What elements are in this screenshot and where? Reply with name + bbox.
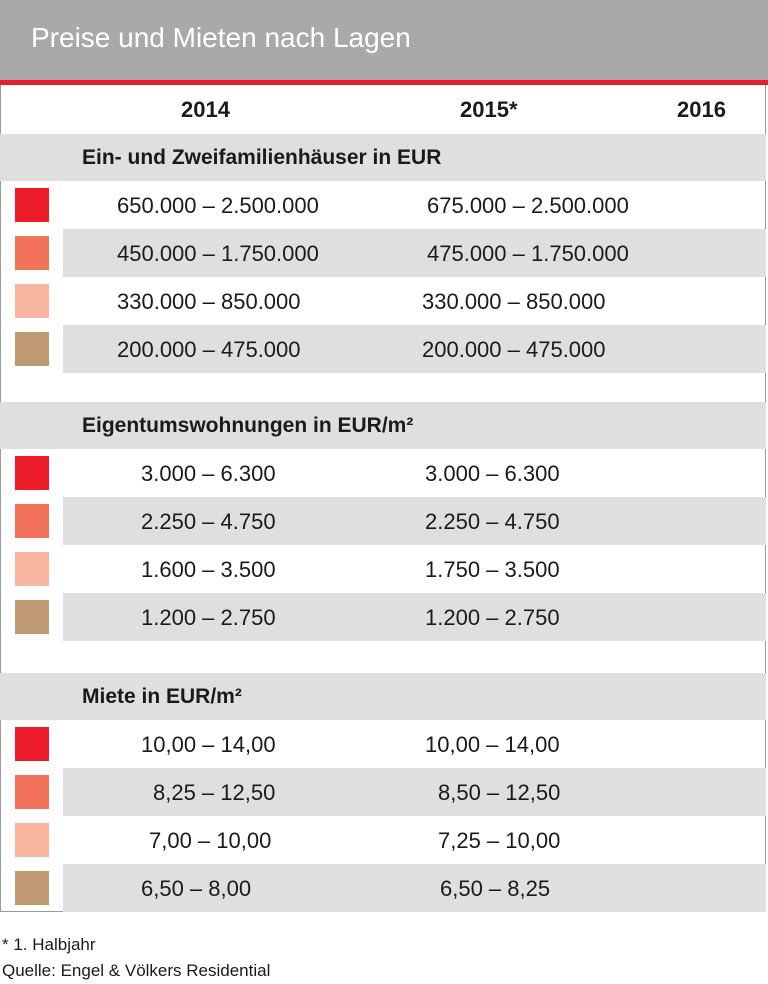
column-header-2015: 2015*	[460, 97, 518, 122]
row-band	[63, 593, 766, 641]
location-tier-swatch	[15, 871, 49, 905]
value-2014: 3.000 – 6.300	[141, 461, 276, 486]
section-header: Eigentumswohnungen in EUR/m²	[0, 402, 766, 449]
value-2014: 1.200 – 2.750	[141, 605, 276, 630]
value-2014: 7,00 – 10,00	[149, 828, 272, 853]
table-row: 450.000 – 1.750.000 475.000 – 1.750.000	[0, 229, 766, 277]
table-row: 8,25 – 12,50 8,50 – 12,50	[0, 768, 766, 816]
location-tier-swatch	[15, 284, 49, 318]
location-tier-swatch	[15, 552, 49, 586]
value-2015: 675.000 – 2.500.000	[427, 193, 629, 218]
value-2015: 200.000 – 475.000	[422, 337, 606, 362]
value-2015: 1.750 – 3.500	[425, 557, 560, 582]
table-row: 2.250 – 4.750 2.250 – 4.750	[0, 497, 766, 545]
row-band	[63, 497, 766, 545]
value-2014: 200.000 – 475.000	[117, 337, 301, 362]
location-tier-swatch	[15, 775, 49, 809]
footnote-halbjahr: * 1. Halbjahr	[2, 935, 96, 954]
table-row: 7,00 – 10,00 7,25 – 10,00	[0, 816, 766, 864]
value-2015: 2.250 – 4.750	[425, 509, 560, 534]
table-row: 330.000 – 850.000 330.000 – 850.000	[0, 277, 766, 325]
value-2014: 6,50 – 8,00	[141, 876, 252, 901]
location-tier-swatch	[15, 456, 49, 490]
value-2015: 330.000 – 850.000	[422, 289, 606, 314]
section-title: Miete in EUR/m²	[82, 685, 242, 708]
row-band	[63, 229, 766, 277]
value-2015: 7,25 – 10,00	[438, 828, 561, 853]
value-2014: 330.000 – 850.000	[117, 289, 301, 314]
page-title: Preise und Mieten nach Lagen	[31, 22, 411, 53]
row-band	[63, 864, 766, 912]
value-2014: 450.000 – 1.750.000	[117, 241, 319, 266]
value-2015: 3.000 – 6.300	[425, 461, 560, 486]
value-2014: 1.600 – 3.500	[141, 557, 276, 582]
value-2014: 8,25 – 12,50	[153, 780, 276, 805]
location-tier-swatch	[15, 504, 49, 538]
accent-divider	[0, 80, 768, 85]
section-title: Eigentumswohnungen in EUR/m²	[82, 414, 414, 437]
section-header: Miete in EUR/m²	[0, 673, 766, 720]
location-tier-swatch	[15, 332, 49, 366]
row-band	[63, 768, 766, 816]
table-row: 6,50 – 8,00 6,50 – 8,25	[0, 864, 766, 912]
table-row: 3.000 – 6.300 3.000 – 6.300	[0, 449, 766, 497]
table-row: 1.200 – 2.750 1.200 – 2.750	[0, 593, 766, 641]
location-tier-swatch	[15, 727, 49, 761]
title-bar: Preise und Mieten nach Lagen	[0, 0, 768, 80]
table-row: 10,00 – 14,00 10,00 – 14,00	[0, 720, 766, 768]
value-2014: 650.000 – 2.500.000	[117, 193, 319, 218]
source-note: Quelle: Engel & Völkers Residential	[2, 961, 271, 980]
location-tier-swatch	[15, 823, 49, 857]
column-header-2014: 2014	[181, 97, 230, 122]
section-header: Ein- und Zweifamilienhäuser in EUR	[0, 134, 766, 181]
table-row: 200.000 – 475.000 200.000 – 475.000	[0, 325, 766, 373]
value-2014: 2.250 – 4.750	[141, 509, 276, 534]
section-title: Ein- und Zweifamilienhäuser in EUR	[82, 146, 442, 169]
row-band	[63, 325, 766, 373]
location-tier-swatch	[15, 236, 49, 270]
table-row: 650.000 – 2.500.000 675.000 – 2.500.000	[0, 181, 766, 229]
value-2015: 10,00 – 14,00	[425, 732, 560, 757]
table-row: 1.600 – 3.500 1.750 – 3.500	[0, 545, 766, 593]
column-header-2016: 2016	[677, 97, 726, 122]
value-2015: 6,50 – 8,25	[440, 876, 551, 901]
value-2015: 475.000 – 1.750.000	[427, 241, 629, 266]
value-2014: 10,00 – 14,00	[141, 732, 276, 757]
location-tier-swatch	[15, 188, 49, 222]
value-2015: 1.200 – 2.750	[425, 605, 560, 630]
value-2015: 8,50 – 12,50	[438, 780, 561, 805]
location-tier-swatch	[15, 600, 49, 634]
